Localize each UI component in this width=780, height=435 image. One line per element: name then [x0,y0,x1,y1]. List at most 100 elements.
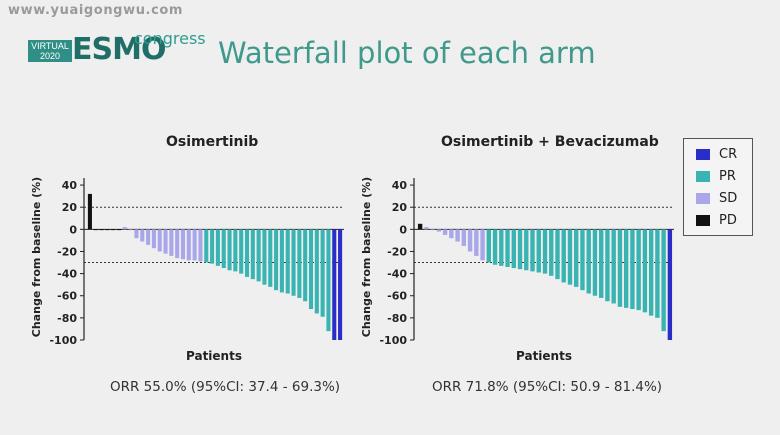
y-tick-label: -60 [387,290,407,303]
bar-pr [210,229,215,264]
y-tick-label: -100 [379,334,407,347]
bar-pr [599,229,604,298]
bar-pr [586,229,591,294]
y-tick-label: -40 [57,268,77,281]
bar-pr [279,229,284,293]
bar-cr [338,229,343,340]
bar-pr [542,229,548,274]
bar-pr [561,229,566,283]
bar-pr [250,229,255,280]
legend: CR PR SD PD [683,138,753,236]
bar-pr [642,229,648,313]
bar-sd [198,229,203,262]
bar-pr [215,229,220,266]
y-tick-label: -80 [387,312,407,325]
bar-cr [667,229,673,340]
watermark: www.yuaigongwu.com [8,3,184,18]
bar-sd [461,229,467,246]
bar-pr [530,229,535,272]
bar-pr [655,229,660,318]
esmo-logo: VIRTUAL 2020 ESMO congress [28,29,206,70]
bar-pr [204,229,209,263]
bar-pr [580,229,585,291]
bar-pr [308,229,314,310]
bar-pr [486,229,491,263]
bar-pr [221,229,226,269]
bar-pr [605,229,610,302]
bar-sd [140,229,145,242]
bar-pr [303,229,308,302]
bar-pr [574,229,579,287]
bar-pd [93,229,98,231]
legend-label-sd: SD [719,190,738,206]
bar-sd [122,227,127,230]
y-tick-label: -100 [49,334,77,347]
y-tick-label: 20 [392,201,408,214]
bar-pr [239,229,244,274]
slide-title: Waterfall plot of each arm [218,36,596,70]
y-axis-label: Change from baseline (%) [360,177,373,337]
bar-pr [314,229,319,314]
bar-pd [99,229,104,231]
bar-pr [567,229,573,285]
bar-sd [175,229,180,259]
bar-pr [536,229,541,273]
legend-swatch-cr [696,148,710,160]
waterfall-chart-osimertinib-bevacizumab: Change from baseline (%) 40 20 0 -20 -40 -60 -8… [360,177,674,363]
bar-pr [297,229,302,298]
bar-sd [146,229,151,245]
bar-pr [233,229,238,272]
bar-pr [648,229,654,316]
orr-right: ORR 71.8% (95%CI: 50.9 - 81.4%) [432,379,663,395]
legend-swatch-pr [696,170,710,182]
bar-sd [449,229,454,239]
bar-pr [244,229,250,277]
bar-pr [661,229,666,332]
y-axis-label: Change from baseline (%) [30,177,43,337]
legend-label-pr: PR [719,168,736,184]
y-tick-label: 0 [399,223,407,236]
bar-pr [549,229,554,276]
bar-pr [274,229,279,291]
legend-item-pr: PR [696,168,736,184]
y-tick-label: 40 [392,179,408,192]
legend-swatch-pd [696,214,710,226]
logo-virtual-badge: VIRTUAL 2020 [28,40,72,62]
y-tick-label: -20 [57,245,77,258]
orr-left: ORR 55.0% (95%CI: 37.4 - 69.3%) [110,379,341,395]
logo-year-text: 2020 [39,51,61,61]
logo-virtual-text: VIRTUAL [31,41,69,51]
bar-pr [285,229,290,294]
bar-pd [116,229,122,231]
bar-pd [417,223,423,230]
bar-pr [492,229,498,265]
bar-pr [291,229,296,296]
legend-swatch-sd [696,192,710,204]
bar-pr [320,229,325,317]
y-tick-label: 40 [62,179,78,192]
bar-sd [163,229,168,254]
legend-label-pd: PD [719,212,737,228]
legend-item-pd: PD [696,212,737,228]
y-tick-label: -20 [387,245,407,258]
bar-sd [186,229,191,261]
bar-sd [128,229,133,231]
bar-pr [524,229,529,271]
bar-pr [268,229,273,287]
bar-pr [592,229,598,296]
y-tick-label: 20 [62,201,78,214]
bar-pd [111,229,116,231]
bar-sd [442,229,448,235]
bar-pr [256,229,261,282]
y-tick-label: 0 [69,223,77,236]
bar-pr [636,229,641,311]
bar-sd [157,229,162,252]
bar-pr [611,229,616,304]
bar-sd [151,229,156,249]
bar-pr [555,229,560,280]
bar-pr [511,229,516,269]
x-axis-label: Patients [516,349,572,363]
bar-sd [474,229,479,256]
bar-pd [105,229,110,231]
legend-label-cr: CR [719,146,738,162]
